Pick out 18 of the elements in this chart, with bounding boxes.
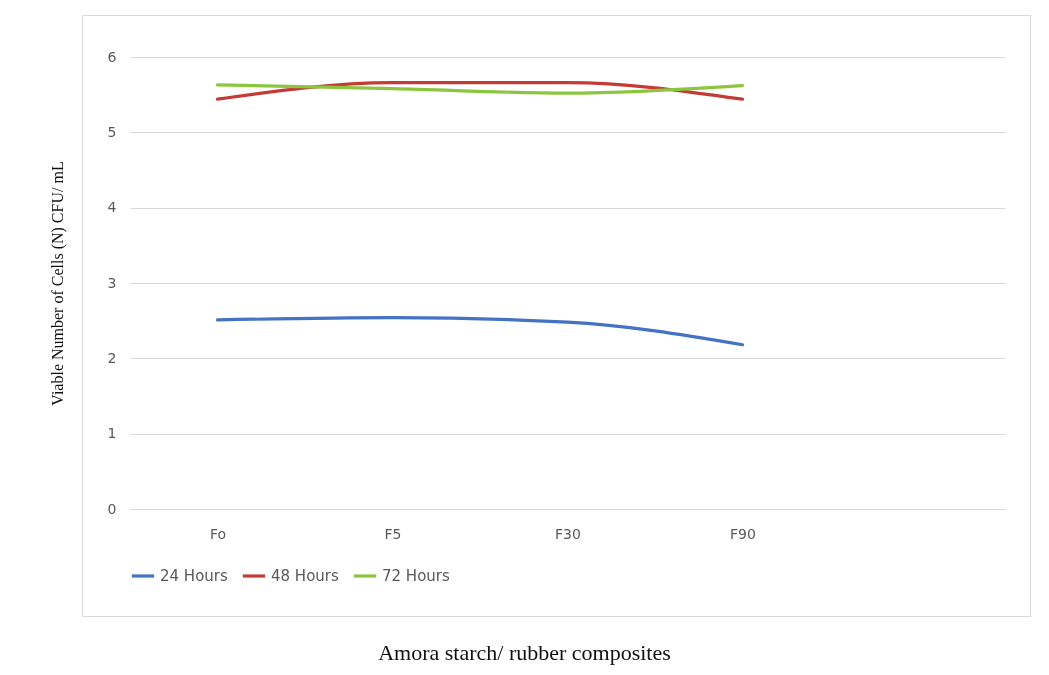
y-tick-label: 3 xyxy=(107,274,117,291)
y-tick-label: 6 xyxy=(107,48,117,65)
x-axis-title: Amora starch/ rubber composites xyxy=(377,640,672,666)
legend-label: 48 Hours xyxy=(271,567,339,585)
y-axis-title: Viable Number of Cells (N) CFU/ mL xyxy=(48,161,67,406)
y-tick-label: 0 xyxy=(107,500,117,517)
line-series xyxy=(215,83,745,95)
x-tick-label: Fo xyxy=(209,525,227,542)
y-tick-label: 2 xyxy=(107,349,117,366)
y-tick-label: 5 xyxy=(107,123,117,140)
line-series xyxy=(215,316,745,347)
x-tick-label: F30 xyxy=(555,525,581,542)
legend-label: 72 Hours xyxy=(382,567,450,585)
x-tick-label: F90 xyxy=(730,525,756,542)
legend-label: 24 Hours xyxy=(160,567,228,585)
y-tick-label: 1 xyxy=(107,425,117,442)
y-tick-label: 4 xyxy=(107,199,117,216)
x-tick-label: F5 xyxy=(384,525,402,542)
